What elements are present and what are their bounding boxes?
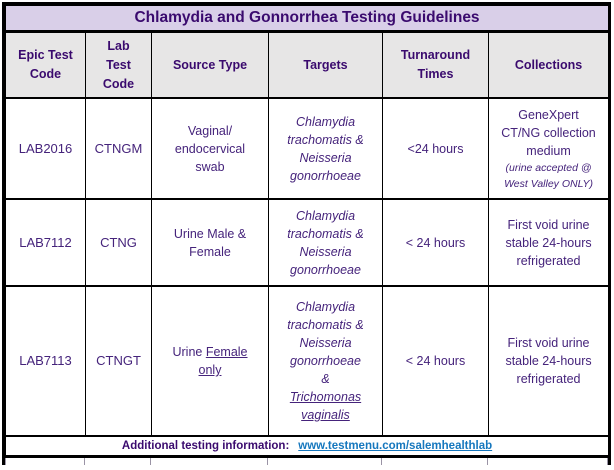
testing-info-link[interactable]: www.testmenu.com/salemhealthlab xyxy=(298,440,493,452)
table-cell: First void urine stable 24-hours refrigera… xyxy=(487,285,610,437)
column-header: Turnaround Times xyxy=(382,31,489,99)
text-segment: & xyxy=(321,372,330,386)
text-segment: Urine xyxy=(172,345,206,359)
divider-line xyxy=(487,458,488,465)
text-segment: only xyxy=(198,363,222,377)
column-header: Collections xyxy=(487,31,610,99)
text-segment: medium xyxy=(526,143,571,158)
table-cell: LAB7113 xyxy=(5,285,86,437)
table-cell: Urine Male & Female xyxy=(151,198,269,287)
text-segment: LAB7112 xyxy=(19,234,72,250)
text-segment: vaginalis xyxy=(301,408,350,422)
table-cell: < 24 hours xyxy=(382,285,489,437)
text-segment: swab xyxy=(195,159,225,174)
table-cell: Urine Female only xyxy=(151,285,269,437)
text-segment: refrigerated xyxy=(516,372,581,386)
partial-next-row xyxy=(5,458,608,465)
text-segment: First void urine xyxy=(507,336,590,350)
text-segment: Vaginal/ xyxy=(187,123,233,138)
text-segment: stable 24-hours xyxy=(505,354,592,368)
table-cell: LAB2016 xyxy=(5,97,86,200)
table-row: LAB2016 CTNGM Vaginal/endocervical swab Chla… xyxy=(5,97,610,200)
text-segment: endocervical xyxy=(174,141,246,156)
table-cell: Chlamydia trachomatis & Neisseria gonorrhoe… xyxy=(268,198,383,287)
page-title: Chlamydia and Gonnorrhea Testing Guideli… xyxy=(4,5,610,33)
text-segment: trachomatis & xyxy=(287,132,364,147)
divider-line xyxy=(84,458,85,465)
divider-line xyxy=(267,458,268,465)
text-segment: CTNG xyxy=(100,234,137,250)
text-segment: CTNGM xyxy=(94,140,143,156)
text-segment: trachomatis & xyxy=(287,318,364,332)
text-segment: < 24 hours xyxy=(405,235,466,250)
text-segment: GeneXpert xyxy=(518,107,579,122)
testing-guidelines-table-wrap: Chlamydia and Gonnorrhea Testing Guideli… xyxy=(2,2,611,465)
text-segment: Chlamydia xyxy=(295,208,356,223)
table-row: LAB7112 CTNG Urine Male & Female Chlamydia tr… xyxy=(5,198,610,287)
text-segment: < 24 hours xyxy=(405,354,466,368)
text-segment: LAB2016 xyxy=(18,140,73,156)
text-segment: Trichomonas xyxy=(289,390,362,404)
text-segment: <24 hours xyxy=(407,141,464,156)
divider-line xyxy=(150,458,151,465)
text-segment: gonorrhoeae xyxy=(290,168,361,183)
text-segment: Chlamydia xyxy=(295,300,356,314)
table-cell: GeneXpert CT/NG collection medium (urine ac… xyxy=(487,97,610,200)
divider-line xyxy=(381,458,382,465)
footer-row: Additional testing information: www.testm… xyxy=(4,435,610,458)
table-cell: < 24 hours xyxy=(382,198,489,287)
text-segment: Neisseria xyxy=(299,336,352,350)
table-cell: <24 hours xyxy=(382,97,489,200)
column-header: Targets xyxy=(268,31,383,99)
text-segment: Chlamydia xyxy=(295,114,356,129)
text-segment: gonorrhoeae xyxy=(290,262,361,277)
text-segment: stable 24-hours xyxy=(505,235,592,250)
text-segment: LAB7113 xyxy=(19,353,72,368)
column-header: Source Type xyxy=(151,31,269,99)
title-row: Chlamydia and Gonnorrhea Testing Guideli… xyxy=(4,5,610,33)
text-segment: First void urine xyxy=(507,217,590,232)
text-segment: Urine Male & xyxy=(173,226,247,241)
table-cell: First void urine stable 24-hours refrigera… xyxy=(487,198,610,287)
column-header: Epic Test Code xyxy=(5,31,86,99)
text-segment: gonorrhoeae xyxy=(290,354,361,368)
text-segment: Female xyxy=(189,244,231,259)
text-segment: Neisseria xyxy=(299,244,352,259)
text-segment: Neisseria xyxy=(299,150,352,165)
text-segment: Female xyxy=(205,345,248,359)
table-cell: Vaginal/endocervical swab xyxy=(151,97,269,200)
table-cell: Chlamydia trachomatis & Neisseria gonorrhoe… xyxy=(268,285,383,437)
text-segment: trachomatis & xyxy=(287,226,364,241)
text-segment: CT/NG collection xyxy=(501,125,596,140)
divider-line xyxy=(5,458,6,465)
text-segment: West Valley ONLY) xyxy=(504,177,593,190)
text-segment: (urine accepted @ xyxy=(505,161,592,174)
text-segment: refrigerated xyxy=(516,253,581,268)
divider-line xyxy=(607,458,608,465)
table-row: LAB7113 CTNGT Urine Female only Chlamydia tr… xyxy=(5,285,610,437)
column-header: Lab Test Code xyxy=(85,31,152,99)
text-segment: CTNGT xyxy=(96,353,141,368)
header-row: Epic Test Code Lab Test Code Source Type Ta… xyxy=(5,31,610,99)
table-cell: LAB7112 xyxy=(5,198,86,287)
table-cell: CTNG xyxy=(85,198,152,287)
table-cell: CTNGM xyxy=(85,97,152,200)
testing-info-label: Additional testing information: xyxy=(121,440,290,452)
table-cell: Chlamydia trachomatis & Neisseria gonorrhoe… xyxy=(268,97,383,200)
testing-guidelines-table: Chlamydia and Gonnorrhea Testing Guideli… xyxy=(4,5,610,458)
table-cell: CTNGT xyxy=(85,285,152,437)
table-body: LAB2016 CTNGM Vaginal/endocervical swab Chla… xyxy=(5,97,610,437)
